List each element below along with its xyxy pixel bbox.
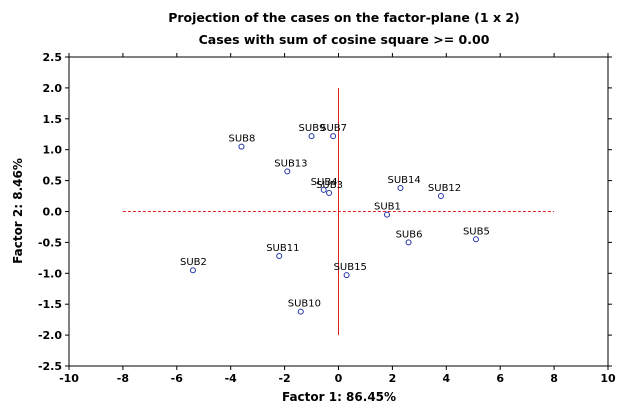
point-marker [397,185,404,192]
y-tick-label: -0.5 [38,236,62,249]
x-tick-label: 10 [600,372,616,385]
chart-title: Projection of the cases on the factor-pl… [168,10,520,25]
point-marker [343,272,350,279]
point-label: SUB5 [463,226,490,237]
x-tick-label: -10 [59,372,79,385]
point-label: SUB12 [428,183,461,194]
x-axis-label: Factor 1: 86.45% [282,390,396,404]
point-marker [297,308,304,315]
point-label: SUB6 [396,229,423,240]
x-tick-label: -8 [117,372,129,385]
y-tick-label: 0.0 [43,206,63,219]
point-marker [320,186,327,193]
point-label: SUB14 [387,175,420,186]
y-tick-label: -2.5 [38,360,62,373]
point-marker [308,133,315,140]
point-label: SUB7 [320,123,347,134]
x-tick-label: -2 [278,372,290,385]
point-label: SUB9 [299,123,326,134]
point-label: SUB3 [316,180,343,191]
point-label: SUB13 [274,158,307,169]
y-tick-label: -1.5 [38,298,62,311]
point-label: SUB2 [180,257,207,268]
x-tick-label: 4 [442,372,450,385]
x-tick-label: 8 [550,372,558,385]
point-marker [437,193,444,200]
x-tick-label: 6 [496,372,504,385]
y-tick-label: 1.5 [43,113,63,126]
reference-lines [122,87,555,336]
point-marker [326,189,333,196]
y-tick-label: 2.5 [43,51,63,64]
point-label: SUB15 [334,262,367,273]
point-marker [384,211,391,218]
y-tick-label: 1.0 [43,144,63,157]
axis-ticks: -10 -8 -6 -4 -2 0 2 4 6 8 10 2.5 2.0 1.5 1.0 0.5 0.0 -0.5… [38,51,616,385]
chart-subtitle: Cases with sum of cosine square >= 0.00 [199,32,490,47]
x-tick-label: 2 [389,372,397,385]
y-tick-label: 2.0 [43,82,63,95]
point-marker [405,239,412,246]
point-label: SUB8 [228,134,255,145]
y-tick-label: 0.5 [43,175,63,188]
point-marker [284,168,291,175]
point-marker [472,236,479,243]
point-marker [238,143,245,150]
point-label: SUB1 [374,202,401,213]
x-tick-label: -6 [171,372,184,385]
x-tick-label: -4 [225,372,238,385]
point-label: SUB10 [288,299,321,310]
y-tick-label: -2.0 [38,329,62,342]
point-label: SUB11 [266,243,299,254]
point-marker [189,267,196,274]
x-tick-label: 0 [335,372,343,385]
y-tick-label: -1.0 [38,267,62,280]
point-marker [330,133,337,140]
point-marker [276,252,283,259]
y-axis-label: Factor 2: 8.46% [11,158,25,264]
point-label: SUB4 [311,177,338,188]
